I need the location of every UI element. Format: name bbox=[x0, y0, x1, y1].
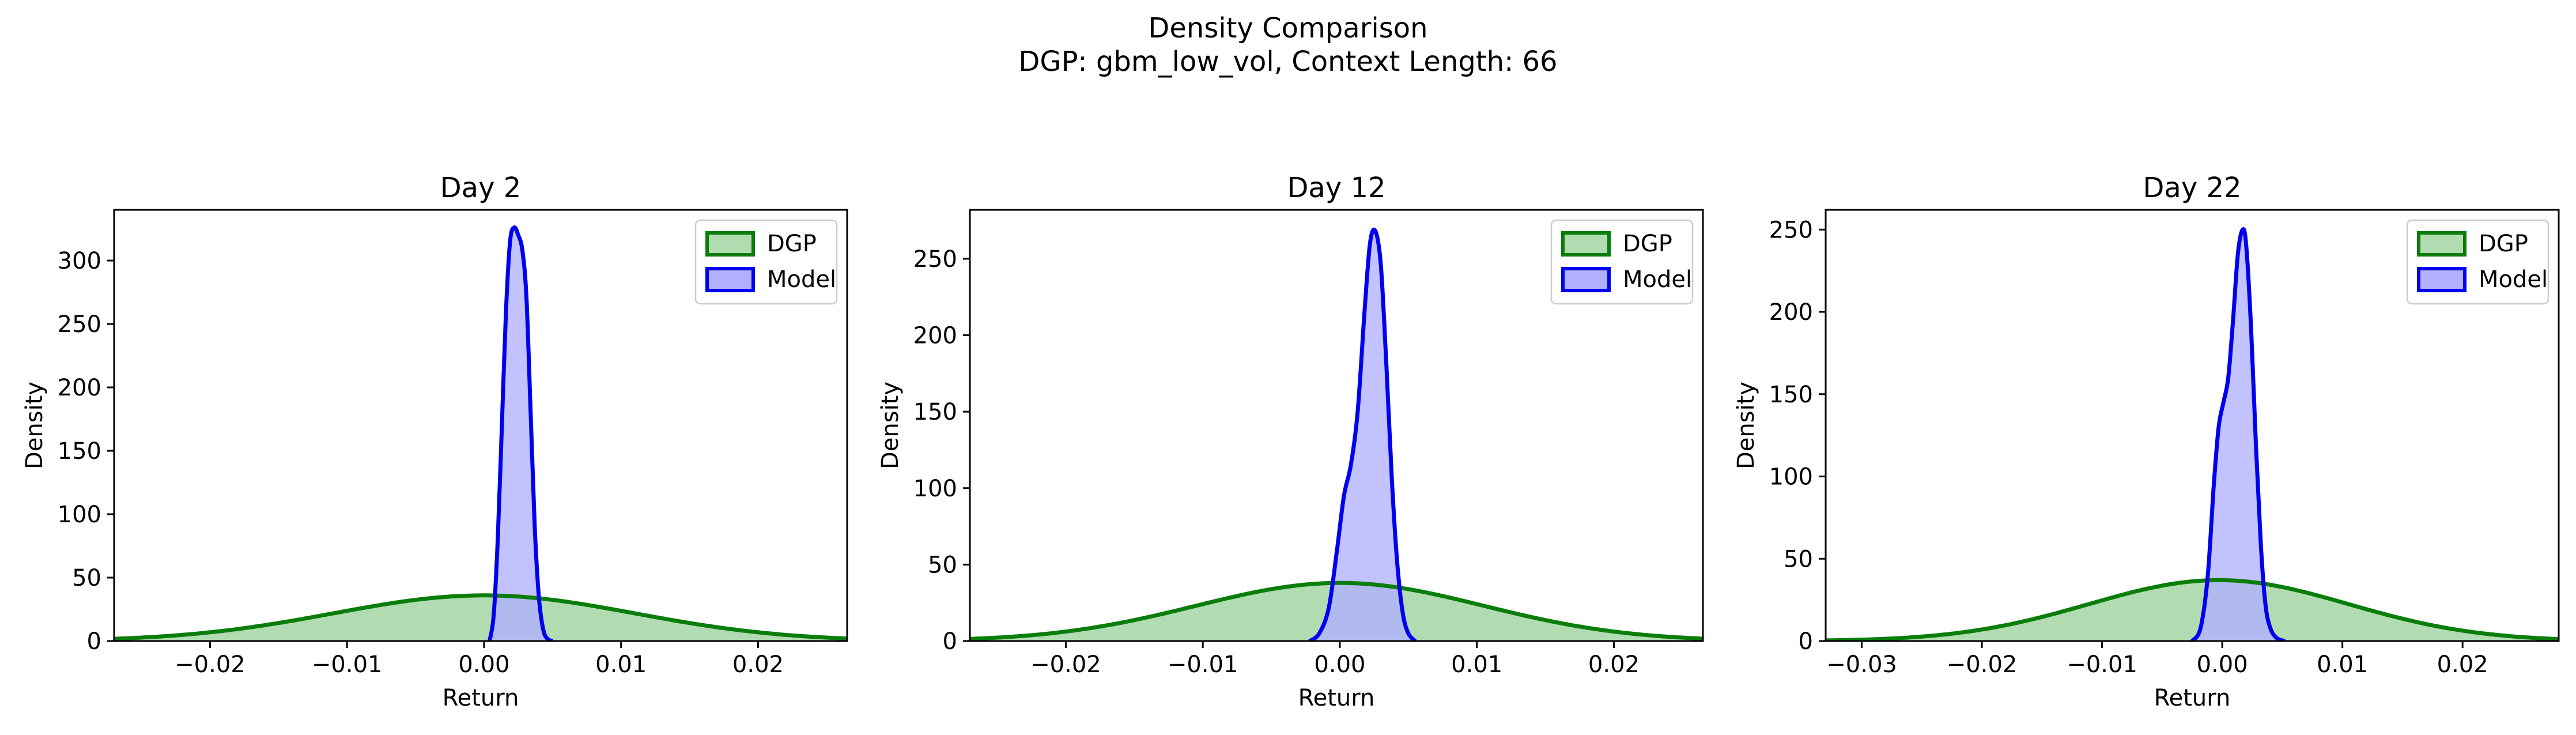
y-axis-label: Density bbox=[877, 382, 904, 469]
y-tick-label: 0 bbox=[87, 628, 101, 655]
model-density-fill bbox=[1309, 229, 1415, 641]
plot-area bbox=[970, 227, 1703, 641]
chart-panel-3: −0.03 −0.02 −0.01 0.00 0.01 0.02 0 50 100 150 200 2… bbox=[1733, 172, 2560, 711]
dgp-density-line bbox=[114, 593, 847, 641]
legend-swatch-model bbox=[1561, 267, 1611, 292]
plot-area bbox=[1826, 227, 2559, 641]
legend-label-model: Model bbox=[767, 266, 836, 293]
dgp-density-fill bbox=[1826, 580, 2559, 641]
y-tick-label: 50 bbox=[928, 552, 957, 578]
x-tick-label: 0.01 bbox=[2317, 651, 2368, 678]
x-tick-label: 0.02 bbox=[2437, 651, 2488, 678]
y-tick-label: 100 bbox=[1769, 464, 1813, 491]
axes-frame bbox=[969, 209, 1704, 642]
dgp-density-line bbox=[970, 581, 1703, 641]
legend: DGP Model bbox=[694, 219, 838, 305]
legend-swatch-dgp bbox=[1561, 231, 1611, 257]
y-tick-label: 150 bbox=[1769, 382, 1813, 408]
x-tick-label: 0.01 bbox=[595, 651, 647, 678]
x-tick-label: −0.03 bbox=[1826, 651, 1897, 678]
legend-swatch-dgp bbox=[2417, 231, 2467, 257]
y-tick-label: 200 bbox=[58, 375, 101, 401]
legend: DGP Model bbox=[2406, 219, 2549, 305]
legend-label-dgp: DGP bbox=[767, 231, 817, 257]
model-density-line bbox=[1308, 227, 1417, 641]
y-axis-label: Density bbox=[21, 382, 48, 469]
y-tick-label: 150 bbox=[58, 438, 101, 465]
axes-frame bbox=[113, 209, 848, 642]
chart-title: Day 2 bbox=[440, 172, 522, 204]
x-tick-label: 0.01 bbox=[1451, 651, 1502, 678]
legend-label-dgp: DGP bbox=[1623, 231, 1672, 257]
x-tick-label: 0.02 bbox=[1588, 651, 1640, 678]
x-tick-label: 0.00 bbox=[1314, 651, 1365, 678]
x-tick-label: 0.00 bbox=[2197, 651, 2248, 678]
y-tick-label: 0 bbox=[943, 628, 957, 655]
y-tick-label: 50 bbox=[1784, 546, 1813, 572]
chart-title: Day 12 bbox=[1287, 172, 1385, 204]
y-tick-label: 250 bbox=[1769, 217, 1813, 243]
y-tick-label: 250 bbox=[913, 246, 957, 273]
chart-panel-1: −0.02 −0.01 0.00 0.01 0.02 0 50 100 150 200 250 300… bbox=[21, 172, 848, 711]
x-axis-label: Return bbox=[443, 685, 519, 711]
legend-swatch-dgp bbox=[705, 231, 755, 257]
figure-title: Density Comparison bbox=[1148, 12, 1428, 44]
chart-title: Day 22 bbox=[2143, 172, 2241, 204]
x-tick-label: −0.01 bbox=[2067, 651, 2137, 678]
model-density-line bbox=[2190, 227, 2286, 641]
dgp-density-fill bbox=[114, 595, 847, 641]
y-tick-label: 200 bbox=[913, 323, 957, 349]
legend-label-model: Model bbox=[1623, 266, 1692, 293]
x-tick-label: 0.00 bbox=[458, 651, 509, 678]
y-tick-label: 300 bbox=[58, 248, 101, 274]
chart-panel-2: −0.02 −0.01 0.00 0.01 0.02 0 50 100 150 200 250 Day… bbox=[877, 172, 1704, 711]
legend: DGP Model bbox=[1550, 219, 1694, 305]
legend-label-model: Model bbox=[2479, 266, 2548, 293]
x-tick-label: −0.02 bbox=[1030, 651, 1101, 678]
x-tick-label: −0.01 bbox=[312, 651, 383, 678]
axes-frame bbox=[1825, 209, 2560, 642]
y-tick-label: 0 bbox=[1799, 628, 1813, 655]
model-density-line bbox=[488, 225, 554, 641]
y-tick-label: 100 bbox=[58, 502, 101, 528]
figure-subtitle: DGP: gbm_low_vol, Context Length: 66 bbox=[1018, 46, 1558, 78]
dgp-density-line bbox=[1826, 578, 2559, 641]
model-density-fill bbox=[2192, 229, 2285, 641]
y-tick-label: 200 bbox=[1769, 299, 1813, 326]
x-axis-label: Return bbox=[2154, 685, 2231, 711]
y-tick-label: 250 bbox=[58, 311, 101, 338]
x-tick-label: 0.02 bbox=[732, 651, 784, 678]
y-tick-label: 100 bbox=[913, 476, 957, 502]
x-tick-label: −0.02 bbox=[1947, 651, 2018, 678]
model-density-fill bbox=[489, 227, 553, 641]
y-tick-label: 150 bbox=[913, 399, 957, 425]
x-tick-label: −0.02 bbox=[175, 651, 245, 678]
plot-area bbox=[114, 225, 847, 641]
y-axis-label: Density bbox=[1733, 382, 1759, 469]
legend-label-dgp: DGP bbox=[2479, 231, 2528, 257]
legend-swatch-model bbox=[2417, 267, 2467, 292]
x-axis-label: Return bbox=[1298, 685, 1375, 711]
x-tick-label: −0.01 bbox=[1168, 651, 1238, 678]
legend-swatch-model bbox=[705, 267, 755, 292]
y-tick-label: 50 bbox=[72, 565, 101, 591]
